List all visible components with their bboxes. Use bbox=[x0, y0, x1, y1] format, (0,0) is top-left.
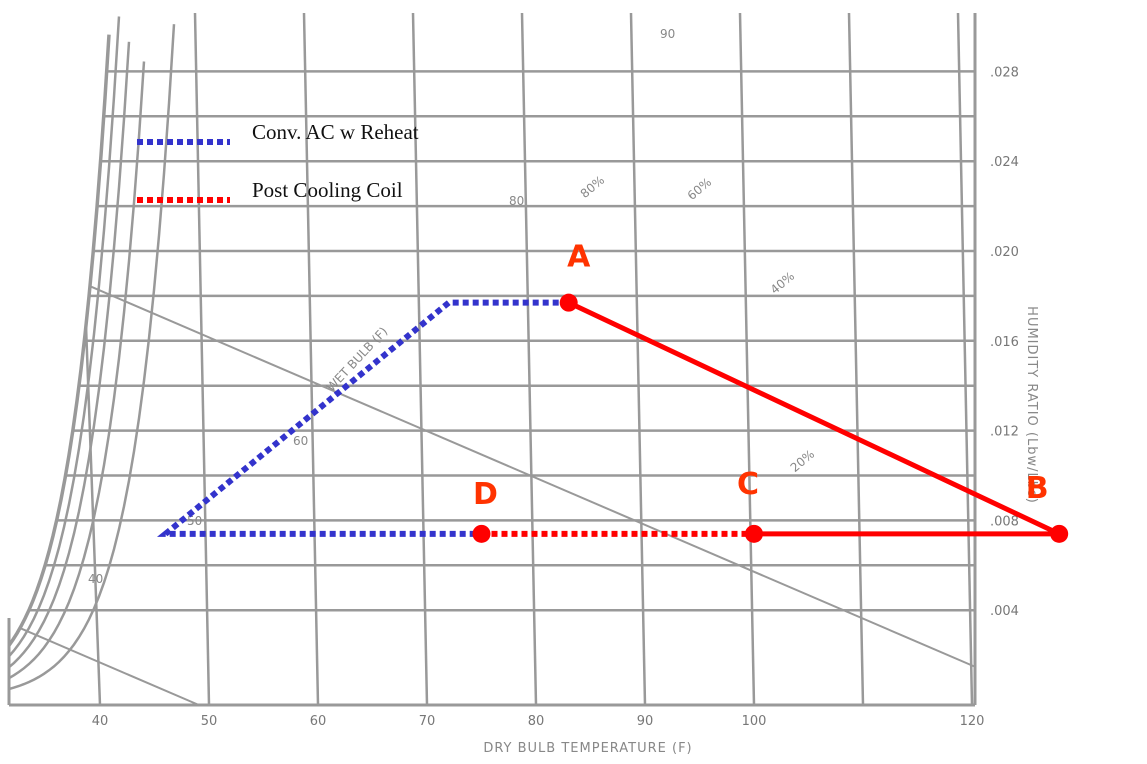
legend-label: Post Cooling Coil bbox=[252, 178, 403, 202]
drybulb-gridline bbox=[956, 12, 974, 706]
rh-curve bbox=[8, 61, 146, 680]
x-axis-title: DRY BULB TEMPERATURE (F) bbox=[483, 741, 692, 756]
y-axis-title: HUMIDITY RATIO (Lbw/Lbs) bbox=[1024, 306, 1039, 504]
wet-bulb-90-label: 90 bbox=[660, 27, 675, 41]
process-lines bbox=[156, 299, 1061, 537]
saturation-curve bbox=[7, 34, 111, 647]
x-tick-label: 120 bbox=[960, 714, 985, 729]
rh-40-label: 40% bbox=[768, 269, 797, 297]
rh-curve bbox=[8, 24, 176, 691]
y-tick-label: .024 bbox=[990, 155, 1019, 170]
wet-bulb-50-label: 50 bbox=[187, 514, 202, 528]
state-point-c bbox=[745, 524, 763, 543]
chart-axes: 40 50 60 70 80 90 100 120 DRY BULB TEMPERATURE (… bbox=[7, 13, 1039, 756]
drybulb-gridline bbox=[411, 12, 429, 706]
y-tick-label: .008 bbox=[990, 514, 1019, 529]
drybulb-gridline bbox=[193, 12, 211, 706]
wet-bulb-80-label: 80 bbox=[509, 194, 524, 208]
state-point-a bbox=[559, 293, 578, 312]
y-tick-label: .012 bbox=[990, 425, 1019, 440]
state-point-b bbox=[1050, 524, 1069, 543]
wet-bulb-40-label: 40 bbox=[88, 572, 103, 586]
point-label-a: A bbox=[567, 240, 591, 275]
legend-label: Conv. AC w Reheat bbox=[252, 120, 419, 144]
rh-80-label: 80% bbox=[578, 173, 607, 201]
x-tick-label: 50 bbox=[201, 714, 218, 729]
chart-grid bbox=[7, 12, 976, 706]
drybulb-gridline bbox=[520, 12, 538, 706]
rh-60-label: 60% bbox=[685, 175, 714, 203]
dotted-process-line bbox=[156, 299, 569, 537]
state-points: A B C D bbox=[472, 240, 1069, 543]
x-tick-label: 90 bbox=[637, 714, 654, 729]
rh-curve bbox=[8, 16, 121, 658]
y-tick-label: .028 bbox=[990, 65, 1019, 80]
y-tick-label: .004 bbox=[990, 604, 1019, 619]
point-label-b: B bbox=[1026, 471, 1049, 506]
point-label-d: D bbox=[473, 477, 498, 512]
x-tick-label: 70 bbox=[419, 714, 436, 729]
x-tick-label: 80 bbox=[528, 714, 545, 729]
drybulb-gridline bbox=[629, 12, 647, 706]
wetbulb-gridline bbox=[89, 285, 976, 668]
rh-20-label: 20% bbox=[788, 447, 817, 475]
state-point-d bbox=[472, 524, 491, 543]
y-tick-label: .016 bbox=[990, 335, 1019, 350]
drybulb-gridline bbox=[738, 12, 756, 706]
x-tick-label: 60 bbox=[310, 714, 327, 729]
y-tick-label: .020 bbox=[990, 245, 1019, 260]
x-tick-label: 40 bbox=[92, 714, 109, 729]
solid-process-line bbox=[567, 300, 1061, 537]
drybulb-gridline bbox=[847, 12, 865, 706]
rh-curve bbox=[8, 41, 131, 669]
wet-bulb-60-label: 60 bbox=[293, 434, 308, 448]
wet-bulb-label: WET BULB (F) bbox=[324, 324, 391, 394]
drybulb-gridline bbox=[302, 12, 320, 706]
point-label-c: C bbox=[737, 467, 759, 502]
wetbulb-gridline bbox=[19, 627, 200, 706]
legend: Conv. AC w Reheat Post Cooling Coil bbox=[137, 120, 419, 203]
x-tick-label: 100 bbox=[742, 714, 767, 729]
